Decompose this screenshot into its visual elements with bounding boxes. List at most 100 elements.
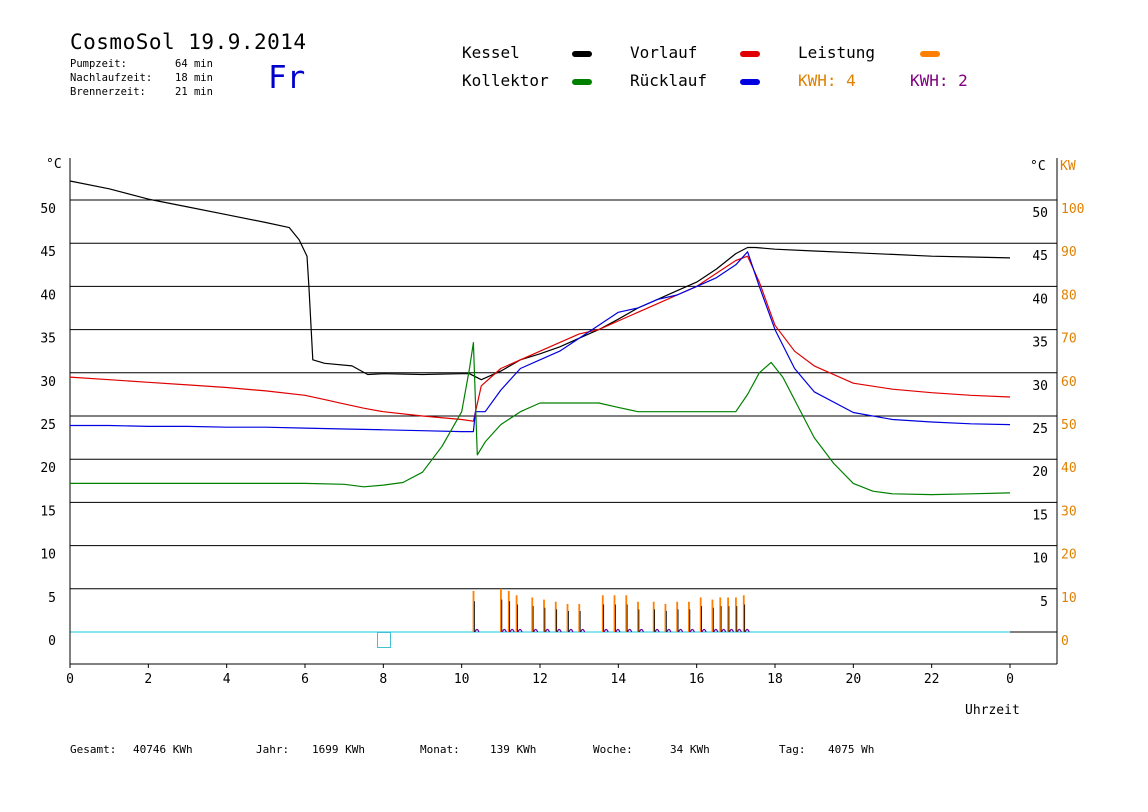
y-tick-label-left: 0: [48, 634, 56, 649]
chart-title: CosmoSol 19.9.2014: [70, 30, 307, 54]
y2-tick-label: 70: [1061, 332, 1077, 347]
x-tick-label: 12: [532, 672, 548, 687]
y-tick-label-left: 35: [40, 332, 56, 347]
x-tick-label: 18: [767, 672, 783, 687]
power-pulse-tail: [615, 628, 621, 633]
info-value: 21 min: [175, 86, 213, 98]
x-tick-label: 20: [846, 672, 862, 687]
x-tick-label: 14: [611, 672, 627, 687]
y2-tick-label: 80: [1061, 288, 1077, 303]
power-pulse-tail: [501, 628, 507, 633]
y-unit-left: °C: [46, 157, 62, 172]
kwh-orange-label: KWH: 4: [798, 71, 856, 90]
y2-unit: KW: [1060, 159, 1076, 174]
chart-axes: [69, 158, 1058, 668]
power-pulse-tail: [689, 628, 695, 633]
power-pulse-tail: [721, 628, 727, 633]
series-line-kollektor: [70, 342, 1011, 496]
y-tick-label-left: 45: [40, 245, 56, 260]
power-pulse: [637, 601, 639, 632]
power-pulse-tail: [556, 628, 562, 633]
x-tick-label: 8: [379, 672, 387, 687]
y-tick-label-left: 25: [40, 418, 56, 433]
series-line-vorlauf: [69, 255, 1011, 422]
x-axis-label: Uhrzeit: [965, 703, 1020, 718]
monat-label: Monat:: [420, 743, 460, 756]
y2-tick-label: 90: [1061, 245, 1077, 260]
power-pulse-tail: [509, 628, 515, 633]
y2-tick-label: 0: [1061, 634, 1069, 649]
power-pulse: [531, 597, 534, 632]
power-pulse: [613, 595, 616, 632]
y2-tick-label: 100: [1061, 202, 1084, 217]
power-pulse-tail: [568, 628, 574, 633]
power-pulse: [515, 595, 518, 632]
runtime-info: Pumpzeit: 64 min Nachlaufzeit: 18 min Br…: [70, 57, 270, 101]
grid-lines: [70, 199, 1057, 633]
info-label: Brennerzeit:: [70, 86, 146, 98]
legend-swatch-kessel: [572, 51, 592, 57]
weekday-label: Fr: [268, 60, 306, 96]
x-tick-label: 0: [66, 672, 74, 687]
power-pulse-tail: [544, 628, 550, 633]
power-pulse: [601, 595, 604, 632]
monat-value: 139 KWh: [490, 743, 537, 756]
power-pulse: [664, 603, 667, 632]
y-unit-right: °C: [1030, 159, 1046, 174]
time-cursor-marker[interactable]: [377, 632, 391, 648]
power-pulse-tail: [654, 628, 660, 633]
legend-label-kollektor: Kollektor: [462, 71, 549, 90]
power-pulse-tail: [627, 628, 633, 633]
power-pulse: [652, 601, 655, 632]
y-tick-label-left: 30: [40, 375, 56, 390]
gesamt-value: 40746 KWh: [133, 743, 193, 756]
power-pulse: [676, 601, 679, 632]
power-pulse-tail: [728, 628, 735, 633]
power-pulse-tail: [678, 628, 684, 633]
power-pulse: [554, 601, 557, 632]
y-tick-label-right: 10: [1032, 552, 1048, 567]
power-pulse-tail: [744, 628, 750, 633]
power-pulse: [688, 601, 690, 632]
power-pulse: [543, 599, 545, 632]
power-pulse: [578, 603, 581, 632]
power-pulse-tail: [638, 628, 644, 633]
y-tick-label-right: 50: [1032, 206, 1048, 221]
power-pulse-tail: [580, 628, 586, 633]
power-pulse: [699, 597, 702, 632]
gesamt-label: Gesamt:: [70, 743, 117, 756]
power-pulse-tail: [517, 628, 523, 633]
kwh-purple-label: KWH: 2: [910, 71, 968, 90]
series-line-rcklauf: [70, 251, 1011, 433]
power-pulse: [735, 597, 737, 632]
info-value: 18 min: [175, 72, 213, 84]
power-pulse: [472, 590, 475, 632]
y-tick-label-left: 5: [48, 591, 56, 606]
tag-value: 4075 Wh: [828, 743, 875, 756]
y-tick-label-right: 45: [1032, 249, 1048, 264]
jahr-value: 1699 KWh: [312, 743, 365, 756]
info-value: 64 min: [175, 58, 213, 70]
power-pulse: [742, 595, 745, 632]
tag-label: Tag:: [779, 743, 806, 756]
x-tick-label: 2: [144, 672, 152, 687]
x-tick-label: 6: [301, 672, 309, 687]
y-tick-label-right: 15: [1032, 508, 1048, 523]
y2-tick-label: 60: [1061, 375, 1077, 390]
power-pulse-tail: [533, 628, 539, 633]
power-pulse-tail: [666, 628, 672, 633]
axis-labels: 0 2 4 6 8 10 12 14 16 18 20 22 005101520253035404550…: [40, 157, 1084, 718]
y2-tick-label: 20: [1061, 548, 1077, 563]
y-tick-label-left: 20: [40, 461, 56, 476]
power-pulse: [711, 599, 714, 632]
power-pulse-tail: [701, 628, 707, 633]
y2-tick-label: 50: [1061, 418, 1077, 433]
y-tick-label-right: 30: [1032, 379, 1048, 394]
x-tick-label: 0: [1006, 672, 1014, 687]
legend-swatch-leistung: [920, 51, 940, 57]
legend-label-vorlauf: Vorlauf: [630, 43, 698, 62]
x-tick-label: 22: [924, 672, 940, 687]
power-pulse: [625, 595, 628, 632]
y-tick-label-left: 50: [40, 202, 56, 217]
